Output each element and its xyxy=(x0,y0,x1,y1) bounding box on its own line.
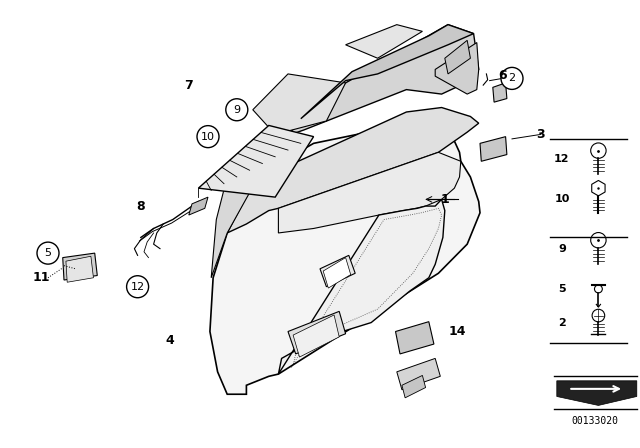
Polygon shape xyxy=(320,255,355,287)
Text: 00133020: 00133020 xyxy=(572,416,619,426)
Polygon shape xyxy=(480,137,507,161)
Polygon shape xyxy=(445,40,470,74)
Text: 9: 9 xyxy=(558,244,566,254)
Polygon shape xyxy=(210,127,480,394)
Circle shape xyxy=(37,242,59,264)
Polygon shape xyxy=(189,197,208,215)
Polygon shape xyxy=(278,199,445,374)
Polygon shape xyxy=(435,43,479,94)
Polygon shape xyxy=(211,161,269,278)
Text: 7: 7 xyxy=(184,78,193,92)
Polygon shape xyxy=(285,25,479,137)
Text: 8: 8 xyxy=(136,199,145,213)
Polygon shape xyxy=(63,253,97,280)
Polygon shape xyxy=(323,258,351,288)
Polygon shape xyxy=(397,358,440,390)
Polygon shape xyxy=(557,381,637,405)
Text: 12: 12 xyxy=(131,282,145,292)
Circle shape xyxy=(501,67,523,90)
Text: 5: 5 xyxy=(558,284,566,294)
Circle shape xyxy=(127,276,148,298)
Polygon shape xyxy=(493,83,507,102)
Text: 12: 12 xyxy=(554,154,570,164)
Polygon shape xyxy=(402,375,426,398)
Polygon shape xyxy=(288,311,346,354)
Polygon shape xyxy=(253,74,346,134)
Text: 9: 9 xyxy=(233,105,241,115)
Text: 14: 14 xyxy=(449,325,467,338)
Polygon shape xyxy=(66,256,93,282)
Text: 5: 5 xyxy=(45,248,51,258)
Polygon shape xyxy=(346,25,422,58)
Polygon shape xyxy=(227,108,479,233)
Text: 3: 3 xyxy=(536,128,545,141)
Text: 10: 10 xyxy=(554,194,570,204)
Text: 1: 1 xyxy=(440,193,449,206)
Circle shape xyxy=(226,99,248,121)
Text: 2: 2 xyxy=(558,318,566,327)
Text: 2: 2 xyxy=(508,73,516,83)
Polygon shape xyxy=(396,322,434,354)
Polygon shape xyxy=(293,315,339,357)
Polygon shape xyxy=(301,25,474,119)
Text: 10: 10 xyxy=(201,132,215,142)
Polygon shape xyxy=(278,152,461,233)
Polygon shape xyxy=(198,125,314,197)
Circle shape xyxy=(197,125,219,148)
Text: 6: 6 xyxy=(498,69,507,82)
Text: 4: 4 xyxy=(165,334,174,347)
Text: 11: 11 xyxy=(33,271,51,284)
